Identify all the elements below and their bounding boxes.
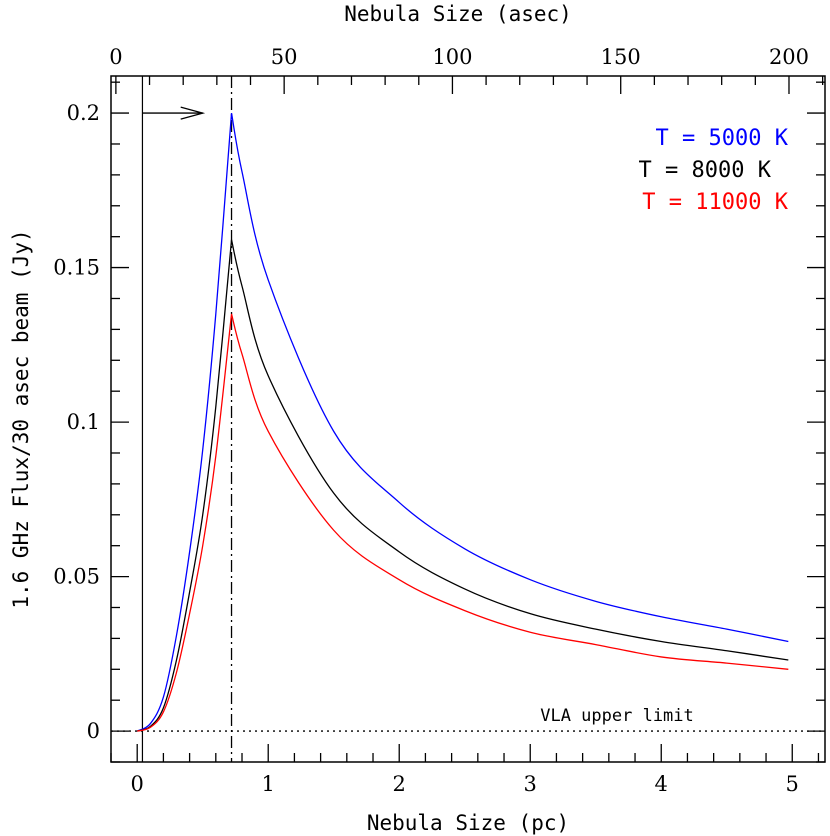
legend: T = 5000 K T = 8000 K T = 11000 K xyxy=(639,126,789,215)
series-line-8000k xyxy=(136,239,789,732)
legend-entry-5000k: T = 5000 K xyxy=(656,126,789,151)
x2-axis-title: Nebula Size (asec) xyxy=(344,2,572,26)
y-axis-title: 1.6 GHz Flux/30 asec beam (Jy) xyxy=(9,229,33,608)
x-tick-label: 3 xyxy=(524,772,537,796)
series-line-11000k xyxy=(137,313,789,732)
series-lines xyxy=(136,112,789,732)
x2-tick-label: 100 xyxy=(432,45,472,69)
x2-tick-label: 50 xyxy=(271,45,298,69)
x2-tick-label: 150 xyxy=(601,45,641,69)
x2-tick-label: 200 xyxy=(769,45,809,69)
x-tick-label: 0 xyxy=(131,772,144,796)
x2-tick-label: 0 xyxy=(109,45,122,69)
x-tick-label: 5 xyxy=(786,772,799,796)
y-tick-label: 0.1 xyxy=(67,410,100,434)
y-tick-label: 0 xyxy=(87,719,100,743)
y-tick-label: 0.2 xyxy=(67,101,100,125)
x-tick-label: 4 xyxy=(655,772,668,796)
reference-lines xyxy=(111,76,825,762)
y-tick-label: 0.15 xyxy=(53,256,100,280)
legend-entry-8000k: T = 8000 K xyxy=(639,158,772,183)
series-line-5000k xyxy=(136,112,789,732)
arrow-head xyxy=(180,106,206,120)
x-tick-label: 2 xyxy=(393,772,406,796)
x-tick-label: 1 xyxy=(262,772,275,796)
vla-upper-limit-label: VLA upper limit xyxy=(540,706,694,726)
tick-marks xyxy=(110,76,825,763)
plot-frame xyxy=(110,75,826,763)
legend-entry-11000k: T = 11000 K xyxy=(642,190,788,215)
y-tick-label: 0.05 xyxy=(53,565,100,589)
x-axis-title: Nebula Size (pc) xyxy=(367,811,569,835)
